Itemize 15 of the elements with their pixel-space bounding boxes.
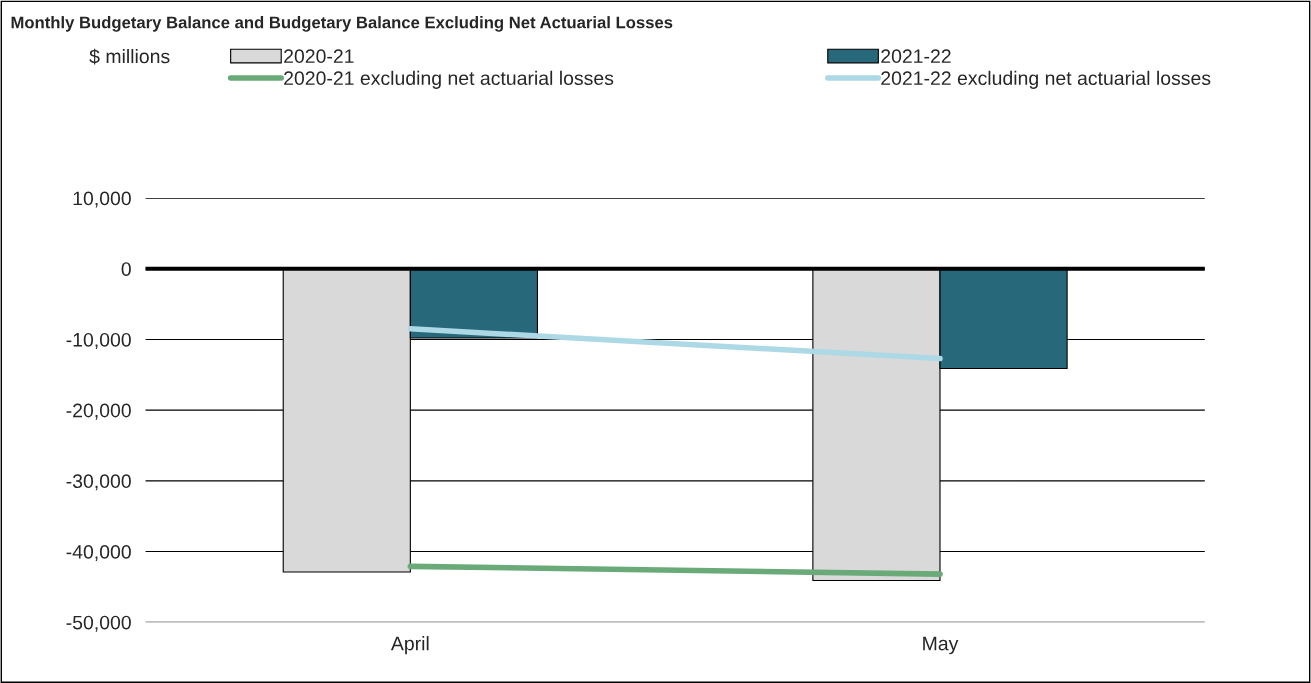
legend-label: 2020-21 — [284, 49, 354, 64]
y-tick-label: -10,000 — [66, 332, 131, 349]
legend-label: 2021-22 excluding net actuarial losses — [881, 70, 1211, 89]
y-tick-label: -30,000 — [66, 474, 131, 491]
x-tick-label: April — [390, 636, 429, 655]
legend-label: 2020-21 excluding net actuarial losses — [284, 70, 614, 89]
chart-title: Monthly Budgetary Balance and Budgetary Balance Excluding Net Actuarial Losses — [11, 16, 673, 32]
y-tick-label: 10,000 — [73, 191, 131, 208]
y-tick-label: -40,000 — [66, 544, 131, 562]
x-tick-label: May — [923, 636, 959, 655]
y-tick-label: -50,000 — [66, 615, 131, 632]
y-tick-label: -20,000 — [66, 403, 131, 420]
legend-label: 2021-22 — [881, 49, 951, 64]
text: $ millions — [89, 48, 170, 65]
y-tick-label: 0 — [121, 262, 131, 276]
